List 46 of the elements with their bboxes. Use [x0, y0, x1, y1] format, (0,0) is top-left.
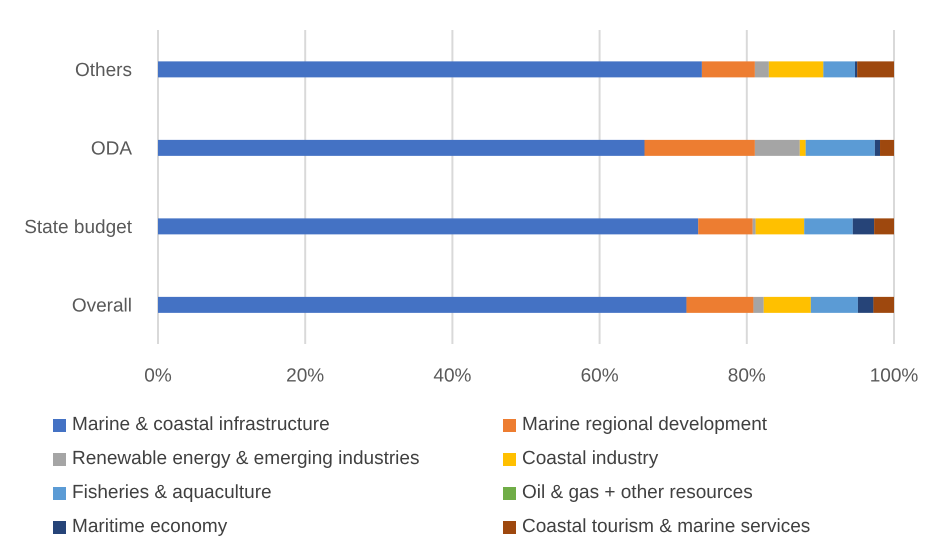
bar [852, 218, 874, 234]
bar [698, 218, 753, 234]
bar [823, 61, 855, 78]
bar [752, 218, 756, 234]
bar [686, 296, 754, 313]
legend-label: Coastal industry [522, 448, 658, 470]
legend-label: Maritime economy [72, 516, 228, 538]
y-tick-label: ODA [90, 138, 132, 160]
legend-label: Marine regional development [522, 414, 768, 436]
bar [854, 61, 858, 78]
x-tick-label: 20% [286, 365, 324, 386]
y-tick-label: Others [74, 60, 132, 81]
bar [756, 218, 804, 234]
bar [874, 218, 894, 234]
bar [810, 296, 858, 313]
bar [158, 296, 686, 313]
x-tick-label: 100% [870, 365, 918, 386]
legend-label: Fisheries & aquaculture [72, 482, 272, 504]
bar [804, 218, 853, 234]
bar [768, 61, 824, 78]
y-tick-label: Overall [72, 295, 132, 316]
x-tick-label: 80% [728, 365, 766, 386]
bar [800, 140, 806, 156]
bar [874, 140, 880, 156]
bar [754, 140, 800, 156]
legend-label: Renewable energy & emerging industries [72, 448, 420, 470]
bar [753, 296, 764, 313]
bar [754, 61, 769, 78]
y-tick-label: State budget [24, 216, 133, 238]
bar [158, 61, 702, 78]
bar [644, 140, 755, 156]
bar [880, 140, 894, 156]
bar [764, 296, 811, 313]
bar [873, 296, 894, 313]
bar [858, 296, 874, 313]
bar [158, 140, 644, 156]
bar [806, 140, 875, 156]
bar [702, 61, 755, 78]
bar [158, 218, 698, 234]
legend-label: Coastal tourism & marine services [522, 516, 810, 538]
x-tick-label: 60% [580, 365, 619, 386]
x-tick-label: 0% [144, 365, 172, 386]
legend-label: Oil & gas + other resources [522, 482, 753, 504]
x-tick-label: 40% [433, 365, 472, 386]
legend-label: Marine & coastal infrastructure [72, 414, 330, 436]
bar [857, 61, 894, 78]
